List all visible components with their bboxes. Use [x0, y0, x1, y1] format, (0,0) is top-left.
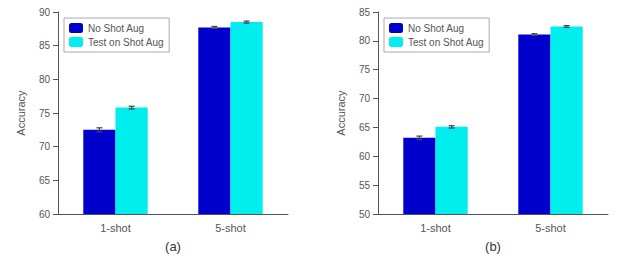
- svg-text:Test on Shot Aug: Test on Shot Aug: [88, 37, 164, 48]
- svg-text:Accuracy: Accuracy: [15, 90, 27, 136]
- svg-text:60: 60: [39, 209, 51, 220]
- svg-text:90: 90: [39, 7, 51, 18]
- svg-text:85: 85: [359, 7, 371, 18]
- svg-text:No Shot Aug: No Shot Aug: [88, 23, 144, 34]
- svg-text:80: 80: [39, 74, 51, 85]
- svg-text:65: 65: [359, 122, 371, 133]
- svg-text:60: 60: [359, 151, 371, 162]
- svg-text:70: 70: [359, 93, 371, 104]
- svg-text:65: 65: [39, 175, 51, 186]
- svg-text:1-shot: 1-shot: [100, 222, 131, 234]
- svg-text:5-shot: 5-shot: [535, 222, 566, 234]
- svg-text:Accuracy: Accuracy: [335, 90, 347, 136]
- svg-text:55: 55: [359, 180, 371, 191]
- svg-text:No Shot Aug: No Shot Aug: [408, 23, 464, 34]
- svg-text:80: 80: [359, 35, 371, 46]
- svg-text:50: 50: [359, 209, 371, 220]
- svg-text:70: 70: [39, 141, 51, 152]
- svg-text:(a): (a): [165, 239, 181, 254]
- svg-text:1-shot: 1-shot: [420, 222, 451, 234]
- svg-text:(b): (b): [485, 239, 501, 254]
- svg-text:75: 75: [39, 108, 51, 119]
- svg-text:5-shot: 5-shot: [215, 222, 246, 234]
- svg-text:85: 85: [39, 40, 51, 51]
- svg-text:Test on Shot Aug: Test on Shot Aug: [408, 37, 484, 48]
- svg-text:75: 75: [359, 64, 371, 75]
